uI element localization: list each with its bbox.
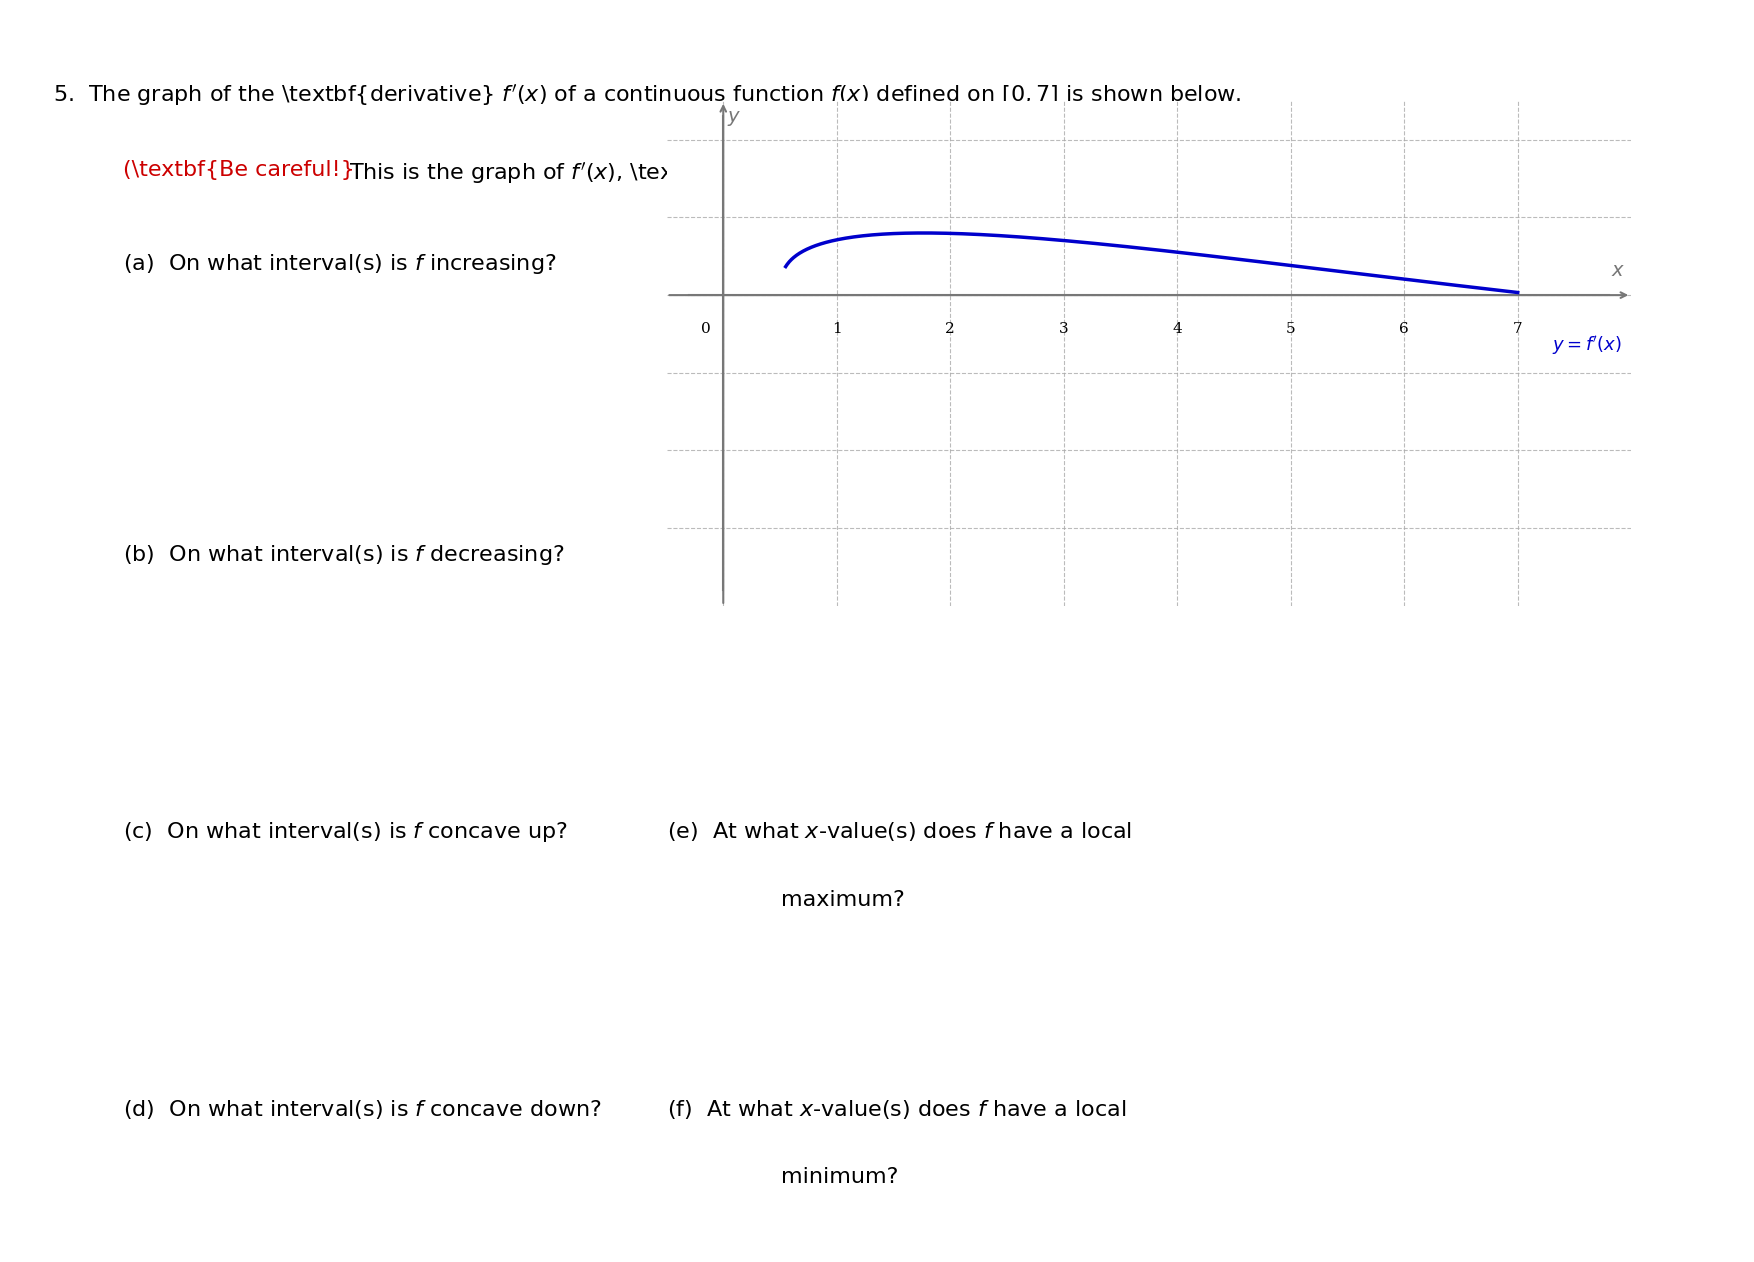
Text: $y = f'(x)$: $y = f'(x)$	[1552, 334, 1622, 357]
Text: (c)  On what interval(s) is $f$ concave up?: (c) On what interval(s) is $f$ concave u…	[123, 820, 568, 844]
Text: (f)  At what $x$-value(s) does $f$ have a local: (f) At what $x$-value(s) does $f$ have a…	[667, 1098, 1126, 1121]
Text: (a)  On what interval(s) is $f$ increasing?: (a) On what interval(s) is $f$ increasin…	[123, 252, 556, 276]
Text: minimum?: minimum?	[781, 1167, 898, 1188]
Text: 2: 2	[945, 322, 956, 336]
Text: This is the graph of $f'(x)$, \textbf{not} the graph of $f(x)$.): This is the graph of $f'(x)$, \textbf{no…	[342, 160, 973, 186]
Text: 5: 5	[1286, 322, 1296, 336]
Text: 0: 0	[702, 322, 710, 336]
Text: 3: 3	[1059, 322, 1068, 336]
Text: (\textbf{Be careful!}: (\textbf{Be careful!}	[123, 160, 354, 180]
Text: 7: 7	[1514, 322, 1522, 336]
Text: 4: 4	[1172, 322, 1182, 336]
Text: maximum?: maximum?	[781, 890, 905, 910]
Text: 1: 1	[831, 322, 842, 336]
Text: $y$: $y$	[728, 109, 742, 127]
Text: (e)  At what $x$-value(s) does $f$ have a local: (e) At what $x$-value(s) does $f$ have a…	[667, 820, 1131, 843]
Text: (d)  On what interval(s) is $f$ concave down?: (d) On what interval(s) is $f$ concave d…	[123, 1098, 602, 1121]
Text: 5.  The graph of the \textbf{derivative} $f'(x)$ of a continuous function $f(x)$: 5. The graph of the \textbf{derivative} …	[53, 82, 1242, 107]
Text: $x$: $x$	[1612, 260, 1626, 280]
Text: (b)  On what interval(s) is $f$ decreasing?: (b) On what interval(s) is $f$ decreasin…	[123, 543, 565, 567]
Text: 6: 6	[1400, 322, 1408, 336]
